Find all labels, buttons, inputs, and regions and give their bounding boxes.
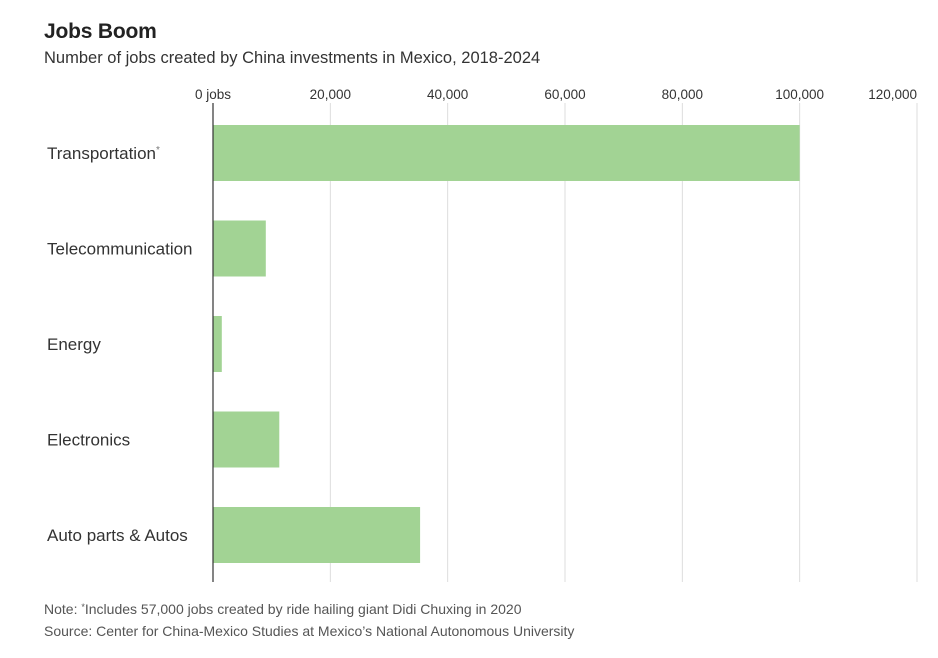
chart-subtitle: Number of jobs created by China investme…: [44, 49, 541, 67]
category-label: Electronics: [47, 431, 130, 450]
category-label: Auto parts & Autos: [47, 526, 188, 545]
category-labels: Transportation* Telecommunication Energy El…: [47, 144, 193, 545]
x-tick-label: 40,000: [427, 87, 468, 102]
category-label: Telecommunication: [47, 240, 193, 259]
x-tick-label: 80,000: [662, 87, 703, 102]
x-tick-label: 20,000: [310, 87, 351, 102]
bar: [213, 316, 222, 372]
bar: [213, 507, 421, 563]
x-tick-label: 60,000: [544, 87, 585, 102]
bar-chart: 0 jobs 20,000 40,000 60,000 80,000 100,000 120…: [47, 87, 918, 582]
note-prefix: Note:: [44, 601, 82, 617]
chart-title: Jobs Boom: [44, 20, 157, 43]
category-label: Transportation*: [47, 144, 160, 163]
x-axis-ticks: 0 jobs 20,000 40,000 60,000 80,000 100,000 120…: [195, 87, 917, 102]
chart-note: Note: *Includes 57,000 jobs created by r…: [44, 601, 522, 617]
bar: [213, 125, 800, 181]
bar: [213, 411, 280, 468]
bars: [213, 125, 800, 563]
note-text: Includes 57,000 jobs created by ride hai…: [84, 601, 522, 617]
bar: [213, 220, 266, 277]
category-label: Energy: [47, 335, 101, 354]
x-tick-label: 100,000: [775, 87, 824, 102]
chart-source: Source: Center for China-Mexico Studies …: [44, 623, 575, 639]
x-tick-label: 120,000: [868, 87, 917, 102]
category-marker: *: [156, 145, 160, 156]
gridlines: [329, 103, 918, 582]
x-tick-label: 0 jobs: [195, 87, 231, 102]
note-marker: *: [81, 602, 85, 612]
